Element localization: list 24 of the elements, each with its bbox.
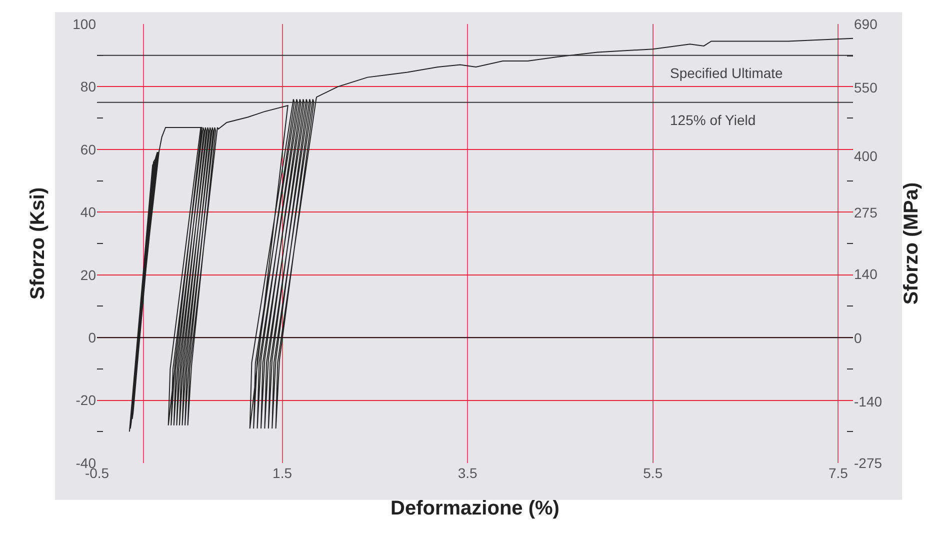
y-tick-label: 80: [80, 78, 96, 95]
y-axis-title: Sforzo (Ksi): [27, 187, 50, 300]
x-tick-label: 7.5: [828, 465, 848, 481]
x-tick-label: 3.5: [458, 465, 478, 481]
y-tick-label: -20: [76, 392, 96, 408]
y-tick-label: 100: [72, 16, 96, 32]
y2-tick-label: 550: [854, 80, 878, 96]
y-tick-label: 0: [88, 329, 96, 346]
y2-tick-label: 400: [854, 148, 878, 164]
x-tick-label: 5.5: [643, 465, 663, 481]
ref-line-label: Specified Ultimate: [670, 65, 784, 81]
x-tick-label: 1.5: [272, 465, 292, 481]
y-tick-label: 60: [80, 141, 96, 158]
y2-tick-label: 275: [854, 204, 878, 221]
x-axis-title: Deformazione (%): [390, 498, 560, 520]
y2-tick-label: -140: [854, 393, 882, 410]
y2-tick-label: 690: [854, 16, 878, 32]
y2-tick-label: 140: [854, 266, 878, 282]
y2-axis-title: Sforzo (MPa): [900, 182, 923, 305]
y2-tick-label: -275: [854, 454, 882, 471]
ref-line-label: 125% of Yield: [670, 112, 756, 128]
y-tick-label: 20: [80, 266, 96, 283]
y-tick-label: 40: [80, 204, 96, 220]
y2-tick-label: 0: [854, 330, 862, 346]
